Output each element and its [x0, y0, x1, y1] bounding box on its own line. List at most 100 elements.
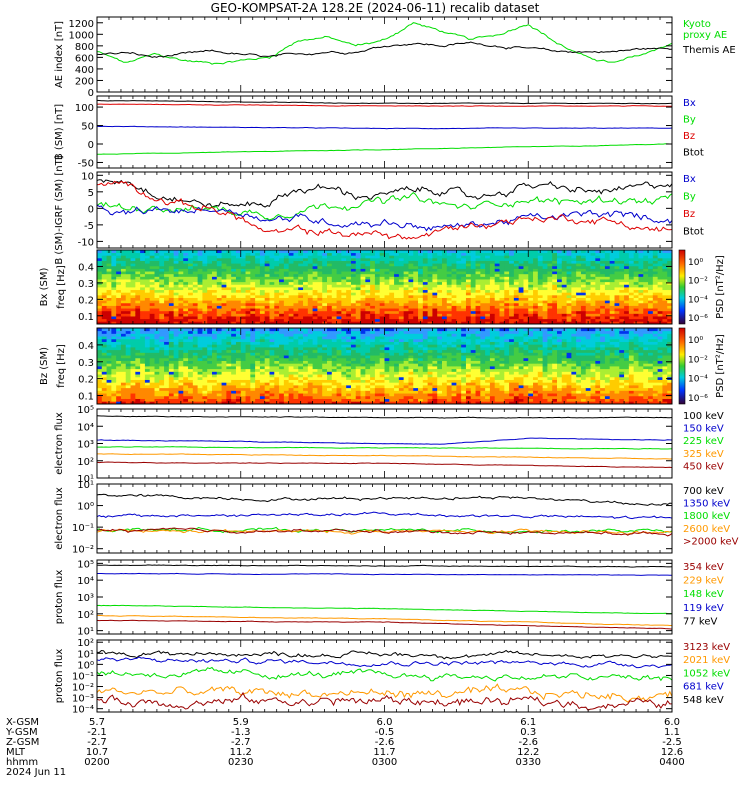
spectrogram-cell — [212, 349, 218, 353]
spectrogram-cell — [269, 263, 275, 267]
spectrogram-cell — [322, 273, 328, 277]
spectrogram-cell — [116, 355, 122, 359]
spectrogram-cell — [317, 265, 323, 269]
spectrogram-cell — [422, 313, 429, 317]
spectrogram-cell — [585, 316, 591, 320]
spectrogram-cell — [240, 287, 246, 291]
spectrogram-cell — [643, 265, 649, 269]
spectrogram-cell — [245, 376, 251, 380]
spectrogram-cell — [384, 321, 390, 325]
spectrogram-cell — [101, 316, 107, 320]
spectrogram-cell — [125, 313, 131, 317]
spectrogram-cell — [183, 352, 189, 356]
spectrogram-cell — [513, 310, 520, 314]
spectrogram-cell — [533, 284, 539, 288]
spectrogram-cell — [255, 363, 261, 367]
spectrogram-cell — [317, 287, 323, 291]
spectrogram-cell — [264, 366, 270, 370]
spectrogram-cell — [422, 271, 429, 275]
spectrogram-cell — [499, 255, 505, 259]
spectrogram-cell — [168, 273, 175, 277]
spectrogram-cell — [279, 313, 285, 317]
spectrogram-cell — [101, 328, 107, 332]
spectrogram-cell — [648, 318, 654, 322]
spectrogram-cell — [231, 376, 237, 380]
spectrogram-cell — [235, 401, 242, 405]
spectrogram-cell — [370, 260, 376, 264]
spectrogram-cell — [212, 336, 218, 340]
spectrogram-cell — [279, 255, 285, 259]
spectrogram-cell — [283, 284, 290, 288]
spectrogram-cell — [288, 255, 294, 259]
spectrogram-cell — [652, 287, 659, 291]
spectrogram-cell — [427, 252, 433, 256]
spectrogram-cell — [580, 257, 587, 261]
spectrogram-cell — [638, 321, 644, 325]
spectrogram-cell — [283, 387, 290, 391]
spectrogram-cell — [149, 363, 155, 367]
spectrogram-cell — [197, 357, 203, 361]
spectrogram-cell — [226, 357, 232, 361]
spectrogram-cell — [154, 279, 160, 283]
spectrogram-cell — [628, 268, 635, 272]
spectrogram-cell — [135, 357, 141, 361]
spectrogram-cell — [624, 297, 630, 301]
spectrogram-cell — [394, 316, 400, 320]
y-tick-label: 0.2 — [78, 295, 94, 306]
spectrogram-cell — [475, 265, 481, 269]
spectrogram-cell — [231, 284, 237, 288]
spectrogram-cell — [120, 360, 127, 364]
spectrogram-cell — [422, 279, 429, 283]
spectrogram-cell — [283, 341, 290, 345]
spectrogram-cell — [394, 292, 400, 296]
spectrogram-cell — [370, 273, 376, 277]
spectrogram-cell — [398, 289, 405, 293]
spectrogram-cell — [528, 318, 534, 322]
spectrogram-cell — [106, 360, 112, 364]
spectrogram-cell — [226, 341, 232, 345]
spectrogram-cell — [585, 252, 591, 256]
spectrogram-cell — [360, 297, 366, 301]
legend-item: Bx — [683, 98, 696, 109]
spectrogram-cell — [485, 316, 491, 320]
spectrogram-cell — [140, 347, 146, 351]
spectrogram-cell — [394, 294, 400, 298]
spectrogram-cell — [609, 263, 615, 267]
spectrogram-cell — [135, 308, 141, 312]
spectrogram-cell — [178, 279, 184, 283]
spectrogram-cell — [480, 300, 486, 304]
spectrogram-cell — [111, 297, 117, 301]
spectrogram-cell — [628, 263, 635, 267]
spectrogram-cell — [283, 366, 290, 370]
spectrogram-cell — [327, 289, 333, 293]
spectrogram-cell — [461, 284, 467, 288]
spectrogram-cell — [365, 265, 371, 269]
spectrogram-cell — [274, 357, 280, 361]
spectrogram-cell — [504, 276, 510, 280]
spectrogram-cell — [130, 376, 136, 380]
spectrogram-cell — [499, 276, 505, 280]
spectrogram-cell — [331, 292, 337, 296]
spectrogram-cell — [552, 318, 558, 322]
spectrogram-cell — [159, 347, 165, 351]
spectrogram-cell — [245, 374, 251, 378]
spectrogram-cell — [456, 310, 462, 314]
spectrogram-cell — [533, 287, 539, 291]
spectrogram-cell — [283, 313, 290, 317]
spectrogram-cell — [178, 257, 184, 261]
spectrogram-cell — [432, 318, 438, 322]
spectrogram-cell — [207, 289, 213, 293]
spectrogram-cell — [183, 395, 189, 399]
spectrogram-cell — [188, 297, 194, 301]
spectrogram-cell — [403, 287, 409, 291]
spectrogram-cell — [418, 276, 424, 280]
spectrogram-cell — [303, 255, 309, 259]
spectrogram-cell — [240, 250, 246, 254]
spectrogram-cell — [216, 260, 222, 264]
spectrogram-cell — [173, 360, 179, 364]
spectrogram-cell — [509, 287, 515, 291]
spectrogram-cell — [140, 252, 146, 256]
spectrogram-cell — [394, 255, 400, 259]
spectrogram-cell — [135, 297, 141, 301]
spectrogram-cell — [322, 308, 328, 312]
